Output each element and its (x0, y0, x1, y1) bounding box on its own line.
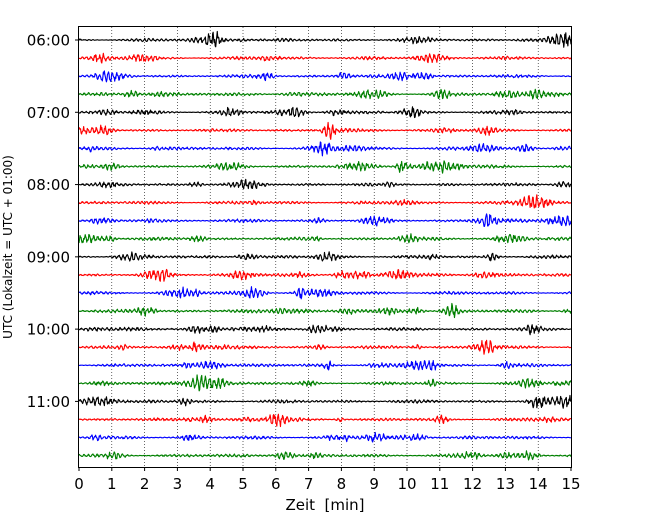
trace-1145 (78, 450, 572, 461)
x-tick-label: 14 (529, 475, 548, 493)
trace-0630 (78, 70, 572, 83)
trace-1045 (78, 374, 572, 392)
x-tick-label: 8 (337, 475, 347, 493)
y-tick-label: 11:00 (27, 393, 70, 411)
trace-0845 (78, 233, 572, 244)
y-tick-label: 06:00 (27, 32, 70, 50)
trace-1015 (78, 339, 572, 355)
y-tick-label: 09:00 (27, 248, 70, 266)
trace-0615 (78, 52, 572, 64)
x-tick-label: 9 (369, 475, 379, 493)
x-tick-label: 10 (397, 475, 416, 493)
trace-0745 (78, 160, 572, 174)
trace-0645 (78, 88, 572, 100)
trace-0815 (78, 194, 572, 209)
x-tick-label: 11 (430, 475, 449, 493)
trace-0600 (78, 30, 572, 48)
trace-1130 (78, 431, 572, 443)
trace-0915 (78, 268, 572, 282)
trace-0930 (78, 286, 572, 300)
x-tick-label: 12 (463, 475, 482, 493)
x-tick-label: 0 (74, 475, 84, 493)
trace-group (78, 30, 572, 461)
y-axis-label: UTC (Lokalzeit = UTC + 01:00) (1, 155, 15, 339)
x-tick-label: 5 (238, 475, 248, 493)
trace-1115 (78, 413, 572, 428)
x-tick-label: 1 (107, 475, 117, 493)
y-tick-label: 10:00 (27, 321, 70, 339)
trace-0945 (78, 302, 572, 319)
x-axis-label: Zeit [min] (285, 496, 364, 514)
y-tick-label: 07:00 (27, 104, 70, 122)
grid-lines (111, 27, 539, 467)
y-axis: 06:00 07:00 08:00 09:00 10:00 11:00 (27, 32, 79, 411)
trace-0800 (78, 178, 572, 190)
trace-0715 (78, 121, 572, 140)
trace-0700 (78, 106, 572, 119)
plot-frame (78, 26, 572, 468)
y-tick-label: 08:00 (27, 176, 70, 194)
trace-1000 (78, 324, 572, 336)
x-tick-label: 13 (496, 475, 515, 493)
trace-1030 (78, 359, 572, 371)
trace-0900 (78, 251, 572, 262)
x-tick-label: 3 (173, 475, 183, 493)
x-tick-label: 15 (561, 475, 580, 493)
x-tick-label: 6 (271, 475, 281, 493)
x-tick-label: 2 (140, 475, 150, 493)
trace-1100 (78, 394, 572, 409)
x-tick-label: 7 (304, 475, 314, 493)
trace-0830 (78, 213, 572, 227)
x-tick-label: 4 (205, 475, 215, 493)
x-axis: 0 1 2 3 4 5 6 7 8 9 10 11 12 13 14 15 (74, 467, 581, 493)
trace-0730 (78, 141, 572, 157)
